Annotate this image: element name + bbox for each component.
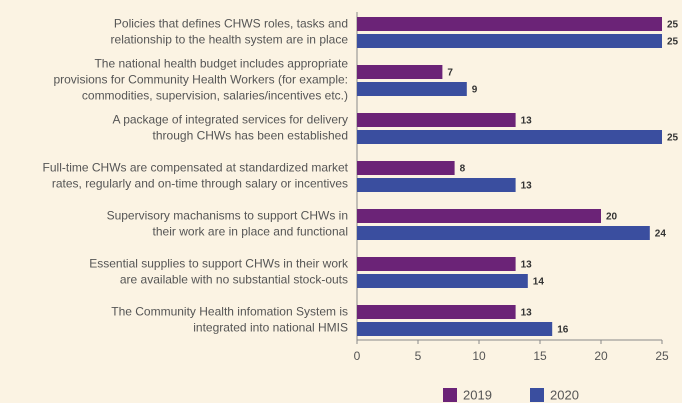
- category-label: Full-time CHWs are compensated at standa…: [43, 161, 349, 175]
- bar: [357, 305, 516, 319]
- value-label: 25: [667, 133, 679, 144]
- bar: [357, 65, 443, 79]
- category-label: Essential supplies to support CHWs in th…: [89, 257, 349, 271]
- value-label: 9: [472, 85, 478, 96]
- category-label: through CHWs has been established: [153, 129, 348, 143]
- legend-label: 2020: [550, 387, 579, 402]
- bar: [357, 82, 467, 96]
- bar: [357, 34, 662, 48]
- bar: [357, 113, 516, 127]
- value-label: 20: [606, 212, 618, 223]
- value-label: 13: [521, 116, 533, 127]
- category-label: Supervisory machanisms to support CHWs i…: [107, 209, 348, 223]
- category-label: their work are in place and functional: [153, 225, 348, 239]
- bar: [357, 161, 455, 175]
- value-label: 14: [533, 277, 545, 288]
- value-label: 13: [521, 181, 533, 192]
- value-label: 13: [521, 260, 533, 271]
- bar: [357, 209, 601, 223]
- value-label: 25: [667, 37, 679, 48]
- category-label: relationship to the health system are in…: [111, 33, 349, 47]
- value-label: 25: [667, 20, 679, 31]
- bar: [357, 130, 662, 144]
- x-tick-label: 5: [415, 349, 422, 363]
- category-label: The national health budget includes appr…: [94, 57, 348, 71]
- bar: [357, 274, 528, 288]
- x-tick-label: 25: [655, 349, 669, 363]
- category-label: A package of integrated services for del…: [113, 113, 348, 127]
- value-label: 8: [460, 164, 466, 175]
- legend-swatch: [443, 388, 457, 402]
- category-label: Policies that defines CHWS roles, tasks …: [114, 17, 348, 31]
- value-label: 13: [521, 308, 533, 319]
- x-tick-label: 10: [472, 349, 486, 363]
- category-label: The Community Health infomation System i…: [111, 305, 348, 319]
- value-label: 16: [557, 325, 569, 336]
- value-label: 7: [447, 68, 453, 79]
- category-label: rates, regularly and on-time through sal…: [52, 177, 348, 191]
- x-tick-label: 20: [594, 349, 608, 363]
- category-label: integrated into national HMIS: [193, 321, 348, 335]
- category-label: are available with no substantial stock-…: [120, 273, 348, 287]
- category-label: provisions for Community Health Workers …: [53, 73, 348, 87]
- bar: [357, 17, 662, 31]
- bar: [357, 257, 516, 271]
- category-label: commodities, supervision, salaries/incen…: [82, 89, 348, 103]
- bar: [357, 322, 553, 336]
- value-label: 24: [655, 229, 667, 240]
- x-tick-label: 15: [533, 349, 547, 363]
- bar: [357, 178, 516, 192]
- legend-label: 2019: [463, 387, 492, 402]
- legend-swatch: [530, 388, 544, 402]
- x-tick-label: 0: [354, 349, 361, 363]
- bar: [357, 226, 650, 240]
